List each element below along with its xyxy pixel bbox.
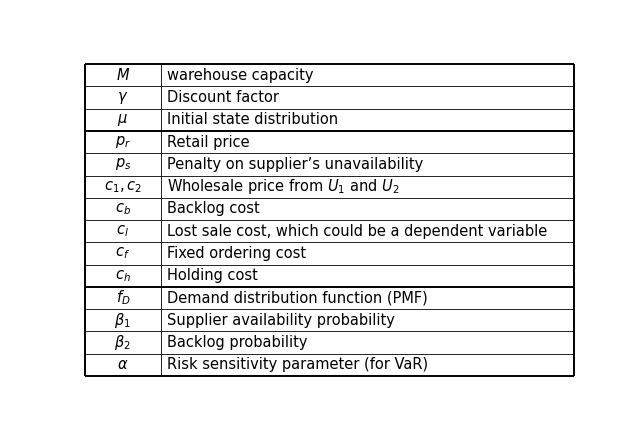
Text: Holding cost: Holding cost bbox=[166, 268, 257, 283]
Text: Risk sensitivity parameter (for VaR): Risk sensitivity parameter (for VaR) bbox=[166, 357, 428, 372]
Text: Demand distribution function (PMF): Demand distribution function (PMF) bbox=[166, 291, 428, 305]
Text: $\beta_2$: $\beta_2$ bbox=[115, 333, 131, 352]
Text: Fixed ordering cost: Fixed ordering cost bbox=[166, 246, 306, 261]
Text: Backlog cost: Backlog cost bbox=[166, 201, 259, 216]
Text: $M$: $M$ bbox=[116, 67, 130, 83]
Text: Initial state distribution: Initial state distribution bbox=[166, 112, 338, 127]
Text: $\gamma$: $\gamma$ bbox=[117, 89, 129, 106]
Text: Supplier availability probability: Supplier availability probability bbox=[166, 313, 394, 328]
Text: Wholesale price from $U_1$ and $U_2$: Wholesale price from $U_1$ and $U_2$ bbox=[166, 177, 399, 196]
Text: $\beta_1$: $\beta_1$ bbox=[115, 311, 131, 330]
Text: warehouse capacity: warehouse capacity bbox=[166, 68, 313, 83]
Text: $c_1, c_2$: $c_1, c_2$ bbox=[104, 179, 142, 195]
Text: Retail price: Retail price bbox=[166, 135, 249, 150]
Text: $c_h$: $c_h$ bbox=[115, 268, 131, 284]
Text: Discount factor: Discount factor bbox=[166, 90, 278, 105]
Text: $c_l$: $c_l$ bbox=[116, 223, 129, 239]
Text: $c_f$: $c_f$ bbox=[115, 245, 131, 261]
Text: Penalty on supplier’s unavailability: Penalty on supplier’s unavailability bbox=[166, 157, 423, 172]
Text: Lost sale cost, which could be a dependent variable: Lost sale cost, which could be a depende… bbox=[166, 224, 547, 239]
Text: $p_r$: $p_r$ bbox=[115, 134, 131, 150]
Text: $\alpha$: $\alpha$ bbox=[117, 357, 129, 372]
Text: $c_b$: $c_b$ bbox=[115, 201, 131, 217]
Text: $\mu$: $\mu$ bbox=[117, 112, 128, 128]
Text: $p_s$: $p_s$ bbox=[115, 156, 131, 173]
Text: Backlog probability: Backlog probability bbox=[166, 335, 307, 350]
Text: $f_D$: $f_D$ bbox=[116, 288, 130, 307]
